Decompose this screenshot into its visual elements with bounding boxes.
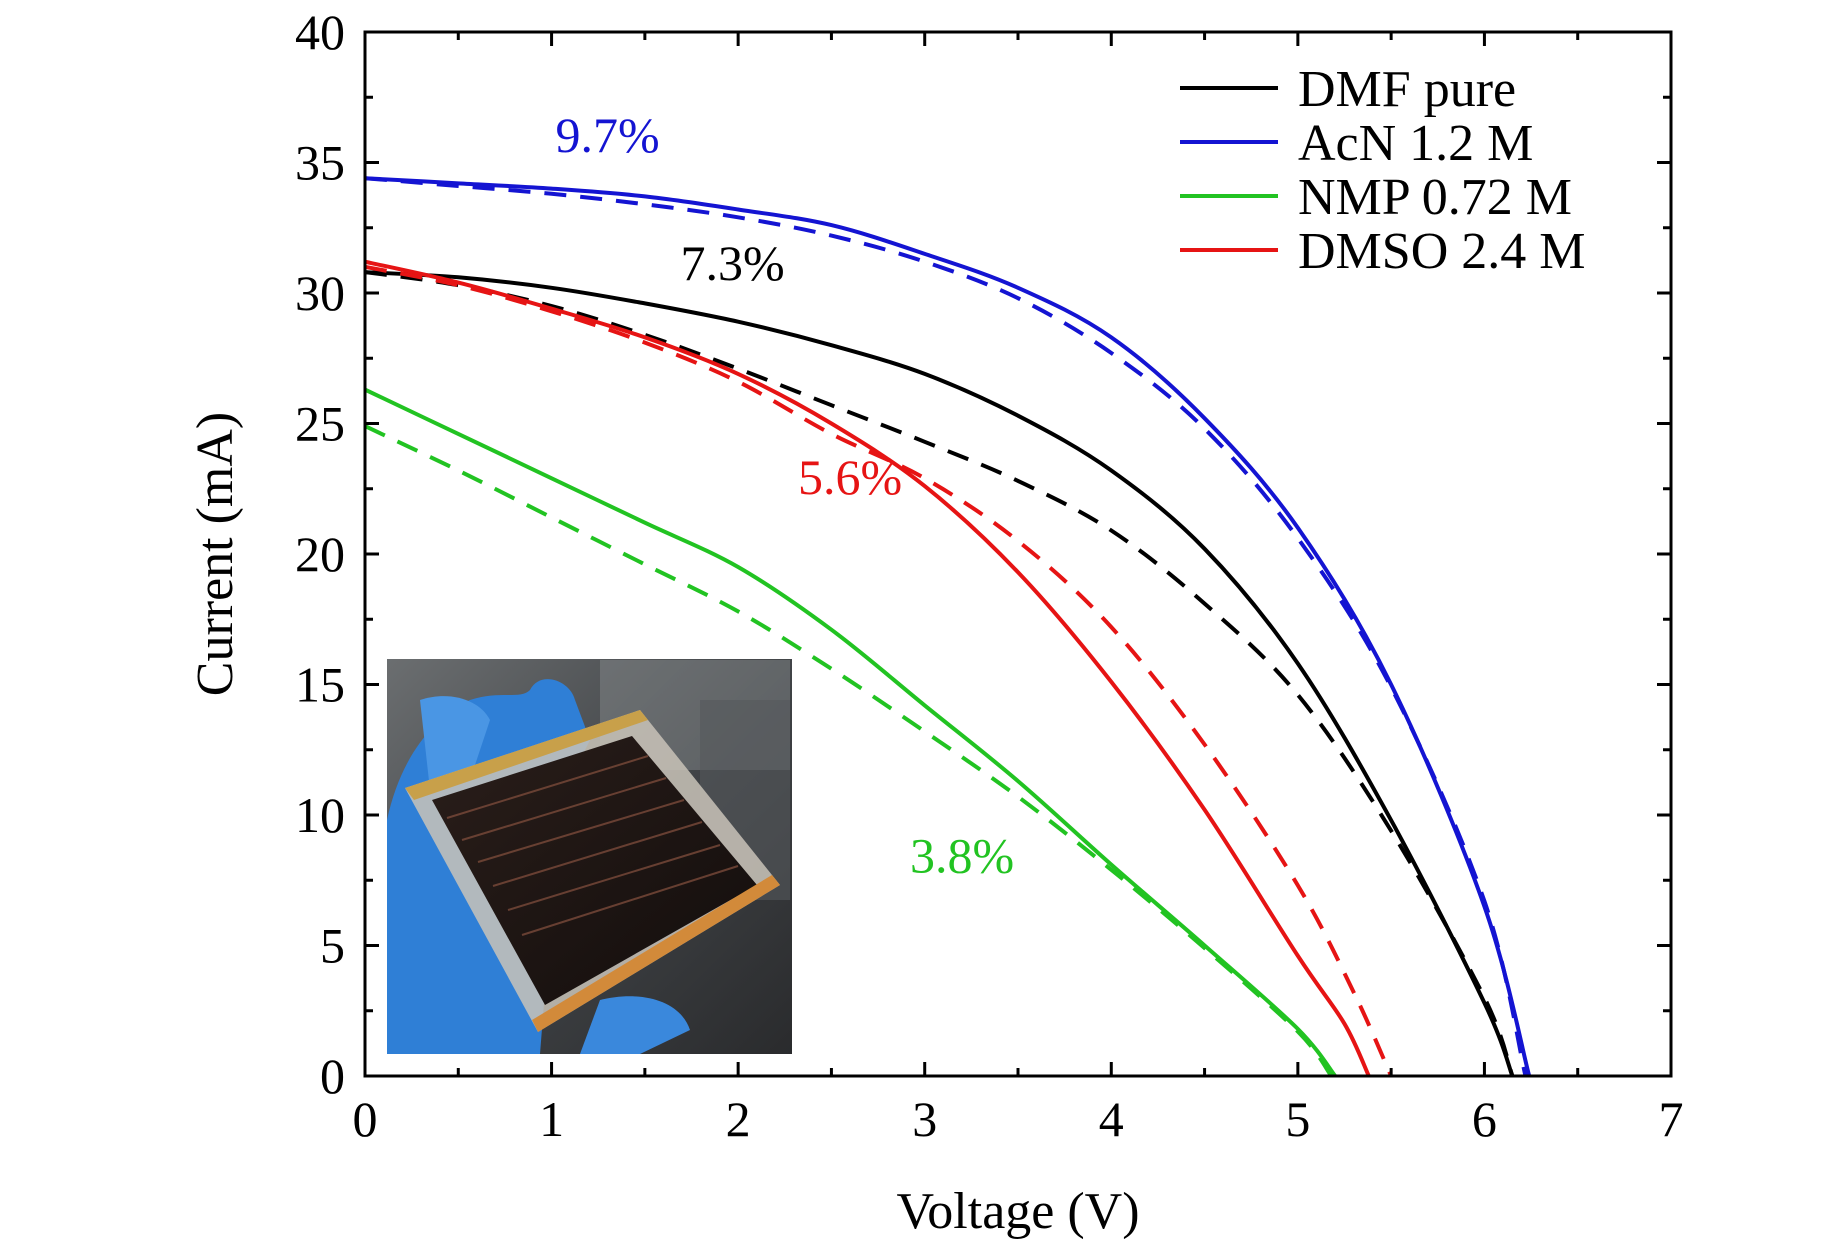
- x-tick-label: 0: [353, 1091, 378, 1147]
- series-dmf-pure-dashed-line: [365, 270, 1515, 1076]
- legend-label-nmp-0-72-m: NMP 0.72 M: [1298, 169, 1572, 226]
- series-dmso-2-4-m-dashed-line: [365, 264, 1393, 1076]
- x-tick-label: 7: [1659, 1091, 1684, 1147]
- series-dmf-pure-solid-line: [365, 270, 1515, 1076]
- y-tick-label: 0: [320, 1048, 345, 1104]
- efficiency-label: 9.7%: [555, 107, 659, 163]
- legend-label-acn-1-2-m: AcN 1.2 M: [1298, 115, 1533, 172]
- y-tick-label: 10: [295, 787, 345, 843]
- x-tick-label: 2: [726, 1091, 751, 1147]
- y-axis-title: Current (mA): [187, 412, 244, 696]
- series-acn-1-2-m-solid-line: [365, 176, 1532, 1076]
- x-tick-label: 3: [912, 1091, 937, 1147]
- y-tick-label: 40: [295, 4, 345, 60]
- legend-label-dmf-pure: DMF pure: [1298, 61, 1516, 118]
- y-tick-label: 5: [320, 918, 345, 974]
- series-nmp-0-72-m-solid-line: [365, 387, 1337, 1076]
- legend-label-dmso-2-4-m: DMSO 2.4 M: [1298, 223, 1586, 280]
- efficiency-label: 5.6%: [798, 449, 902, 505]
- x-tick-label: 5: [1285, 1091, 1310, 1147]
- y-tick-label: 35: [295, 135, 345, 191]
- y-tick-label: 25: [295, 396, 345, 452]
- inset-photo: [387, 659, 792, 1054]
- x-tick-label: 1: [539, 1091, 564, 1147]
- series-dmso-2-4-m-solid-line: [365, 259, 1371, 1076]
- y-tick-label: 30: [295, 265, 345, 321]
- x-tick-label: 6: [1472, 1091, 1497, 1147]
- efficiency-label: 3.8%: [910, 827, 1014, 883]
- efficiency-label: 7.3%: [680, 235, 784, 291]
- y-tick-label: 20: [295, 526, 345, 582]
- x-axis-title: Voltage (V): [896, 1183, 1139, 1240]
- x-tick-label: 4: [1099, 1091, 1124, 1147]
- y-tick-label: 15: [295, 657, 345, 713]
